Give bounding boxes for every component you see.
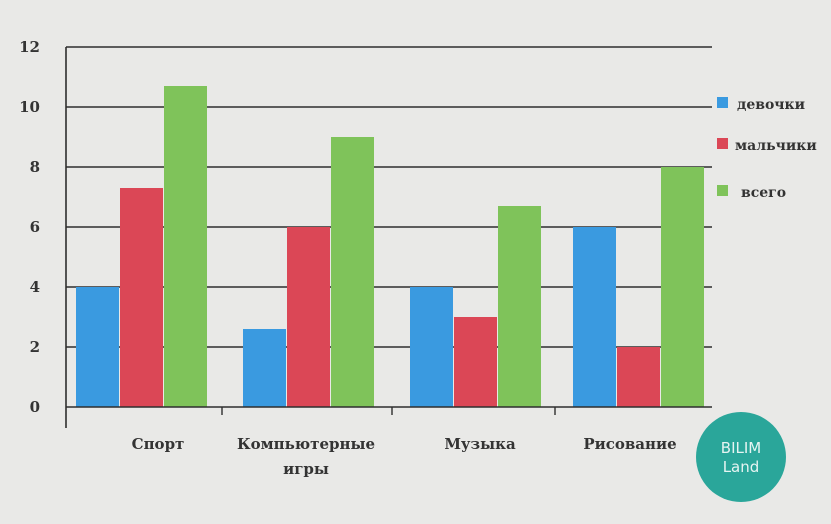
bar-девочки-1 [243,329,286,407]
bar-мальчики-3 [617,347,660,407]
bar-всего-2 [498,206,541,407]
logo-badge [696,412,786,502]
y-tick-label: 4 [30,278,40,296]
legend-swatch-мальчики [717,138,728,149]
bar-всего-3 [661,167,704,407]
bar-мальчики-2 [454,317,497,407]
legend-swatch-девочки [717,97,728,108]
y-tick-label: 6 [30,218,40,236]
bar-девочки-3 [573,227,616,407]
logo-text-line1: BILIM [721,439,761,457]
y-tick-label: 8 [30,158,40,176]
bar-всего-0 [164,86,207,407]
x-category-label: Спорт [132,435,185,453]
x-category-label: Рисование [583,435,676,453]
bar-мальчики-0 [120,188,163,407]
y-tick-label: 2 [30,338,40,356]
axes: 0 2 4 6 8 10 12 Спорт Компьютерные игры Музыка Рисо… [19,38,712,478]
bars [76,86,704,407]
legend-label-всего: всего [741,185,786,201]
y-tick-label: 12 [19,38,40,56]
bar-всего-1 [331,137,374,407]
bilimland-logo: BILIM Land [696,412,786,502]
bar-мальчики-1 [287,227,330,407]
x-category-label: Компьютерные [237,435,375,453]
legend: девочки мальчики всего [717,97,817,201]
x-category-label: Музыка [444,435,516,453]
logo-text-line2: Land [723,458,760,476]
bar-девочки-2 [410,287,453,407]
legend-label-мальчики: мальчики [735,138,817,154]
x-category-label: игры [283,460,329,478]
legend-label-девочки: девочки [737,97,805,113]
bar-девочки-0 [76,287,119,407]
y-tick-label: 0 [30,398,40,416]
legend-swatch-всего [717,185,728,196]
y-tick-label: 10 [19,98,40,116]
